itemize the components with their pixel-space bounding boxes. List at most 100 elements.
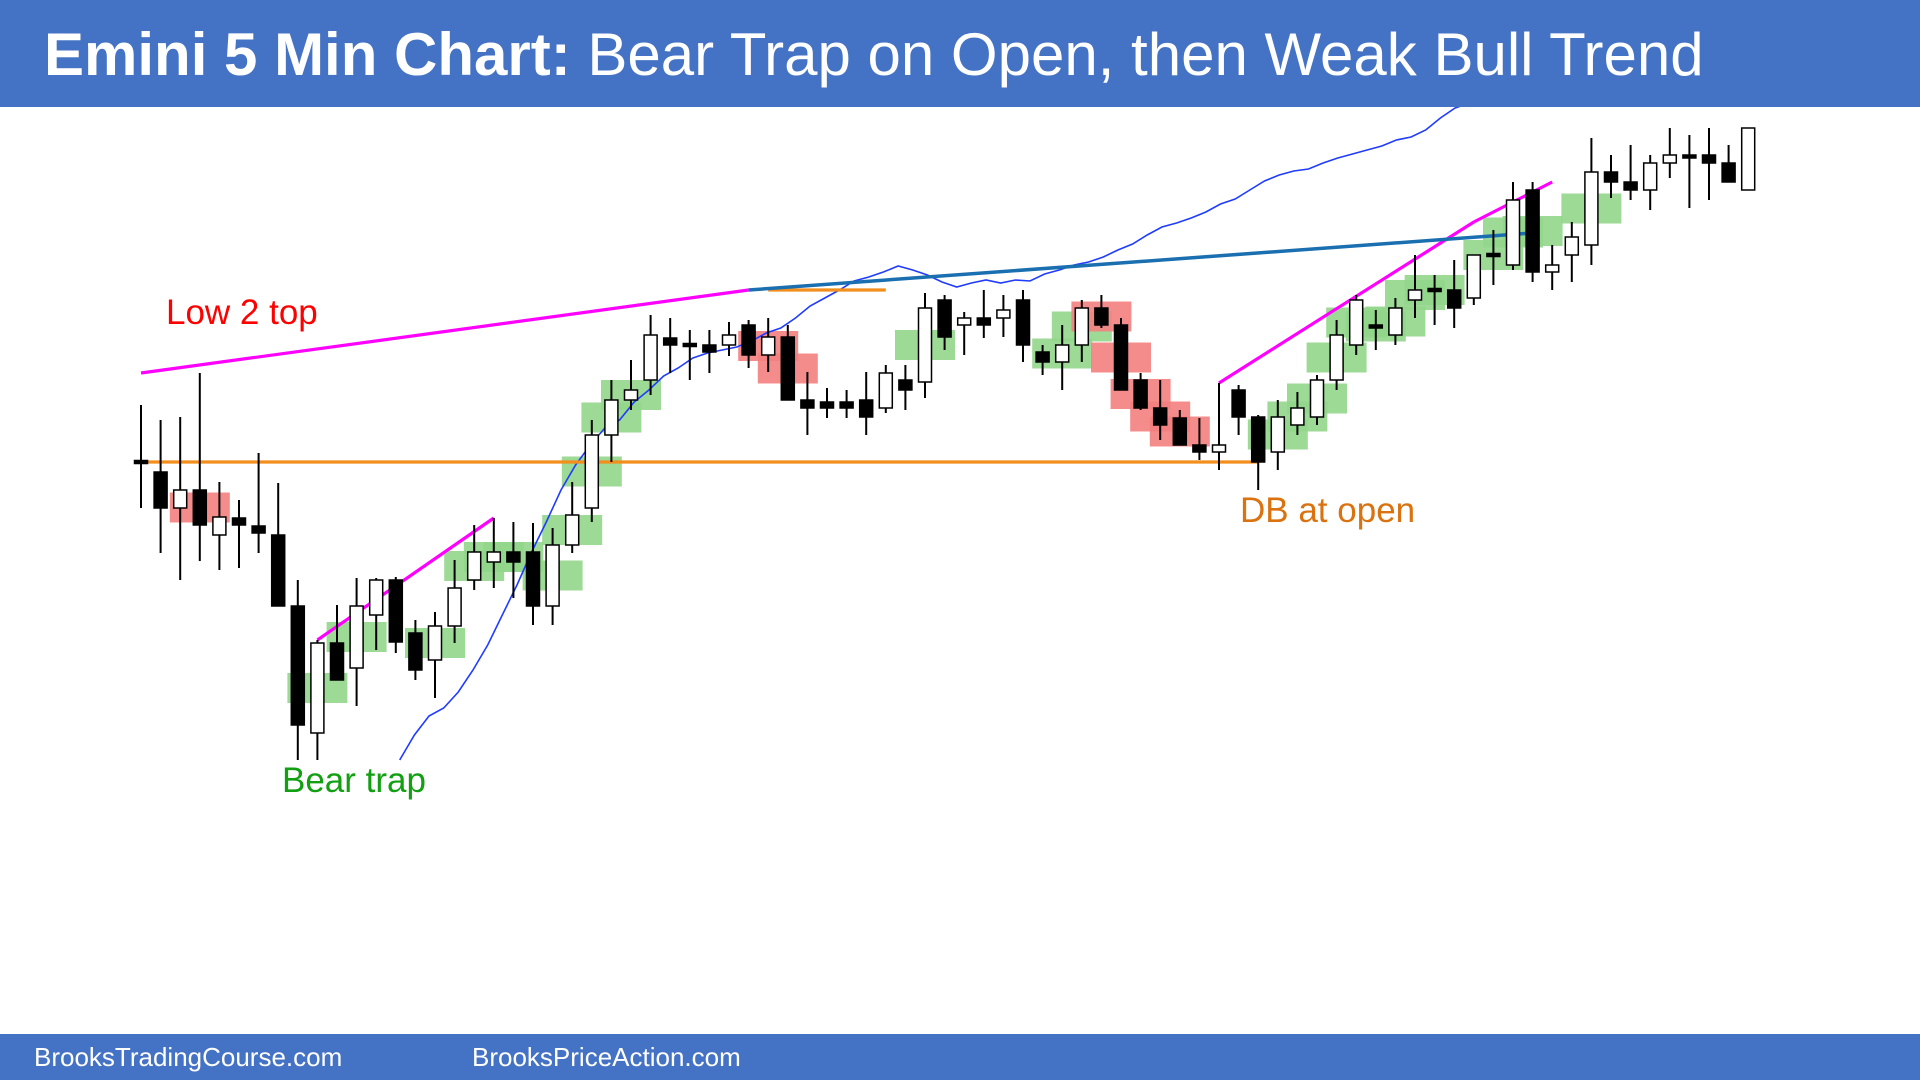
candlestick-chart: Low 2 top Bear trap DB at open: [133, 107, 1756, 800]
candle-body-8: [290, 605, 306, 726]
candle-33: [780, 325, 796, 401]
candle-body-36: [839, 401, 854, 409]
trendline-layer: [140, 180, 1553, 642]
candle-body-33: [780, 336, 796, 401]
footer-banner: BrooksTradingCourse.com BrooksPriceActio…: [0, 1034, 1920, 1080]
candle-body-62: [1348, 299, 1364, 346]
candle-22: [564, 482, 580, 553]
candle-67: [1446, 260, 1462, 328]
candle-body-1: [153, 471, 168, 509]
candle-body-23: [584, 434, 600, 509]
candle-20: [525, 523, 541, 625]
candle-26: [643, 315, 658, 395]
candle-32: [760, 318, 776, 372]
candle-23: [584, 420, 600, 522]
candle-body-76: [1623, 181, 1638, 191]
candle-body-78: [1662, 154, 1678, 164]
candle-body-16: [447, 587, 462, 627]
candle-body-27: [662, 337, 678, 346]
candle-39: [898, 365, 913, 410]
candle-body-60: [1309, 379, 1325, 418]
footer-left-link[interactable]: BrooksTradingCourse.com: [34, 1042, 343, 1072]
candle-82: [1740, 127, 1756, 191]
candle-body-25: [623, 389, 639, 401]
chart-title-bold: Emini 5 Min Chart:: [44, 21, 571, 88]
candle-body-77: [1642, 162, 1658, 191]
candle-66: [1427, 275, 1442, 325]
candle-body-68: [1466, 254, 1482, 299]
candle-body-5: [231, 517, 247, 526]
candle-21: [545, 528, 560, 625]
candle-body-55: [1211, 444, 1227, 453]
candle-70: [1505, 182, 1521, 270]
candle-body-59: [1290, 407, 1305, 426]
candle-55: [1211, 383, 1227, 470]
candle-body-3: [192, 489, 208, 526]
candle-body-21: [545, 544, 560, 607]
candle-body-11: [349, 605, 364, 669]
candle-body-54: [1192, 444, 1207, 453]
candle-30: [721, 322, 737, 356]
candle-56: [1231, 385, 1246, 435]
candle-76: [1623, 145, 1638, 200]
annotation-layer: Low 2 top Bear trap DB at open: [166, 293, 1415, 800]
candle-body-58: [1270, 416, 1286, 453]
candle-body-14: [408, 632, 423, 671]
candle-65: [1407, 255, 1423, 318]
candle-body-9: [310, 642, 325, 734]
candle-29: [702, 330, 717, 373]
candle-41: [937, 295, 952, 350]
candle-45: [1015, 290, 1031, 362]
candle-37: [858, 372, 874, 435]
candle-71: [1525, 182, 1540, 282]
candle-42: [956, 312, 972, 355]
candle-14: [408, 620, 423, 680]
candle-1: [153, 420, 168, 553]
candle-body-47: [1054, 344, 1070, 363]
candle-body-29: [702, 344, 717, 353]
candle-36: [839, 390, 854, 418]
chart-title: Emini 5 Min Chart: Bear Trap on Open, th…: [44, 20, 1704, 90]
footer-right-link[interactable]: BrooksPriceAction.com: [472, 1042, 741, 1072]
candle-19: [506, 522, 521, 598]
candle-12: [368, 578, 384, 650]
candle-72: [1544, 245, 1560, 290]
candle-35: [819, 388, 835, 418]
candle-body-69: [1486, 252, 1501, 258]
candle-78: [1662, 128, 1678, 178]
candle-58: [1270, 400, 1286, 470]
candle-body-79: [1682, 154, 1697, 159]
candle-body-2: [172, 489, 188, 509]
candle-body-46: [1035, 351, 1050, 363]
candle-body-15: [427, 625, 443, 661]
annotation-1: Bear trap: [282, 761, 426, 800]
candle-2: [172, 417, 188, 580]
candle-53: [1172, 410, 1188, 446]
candle-body-71: [1525, 189, 1540, 273]
candle-75: [1603, 155, 1619, 198]
candle-body-72: [1544, 264, 1560, 273]
candle-3: [192, 373, 208, 561]
candle-6: [251, 453, 266, 553]
candle-body-65: [1407, 289, 1423, 301]
candle-body-26: [643, 334, 658, 381]
candle-43: [976, 290, 992, 338]
candle-body-45: [1015, 299, 1031, 346]
candle-61: [1329, 320, 1344, 390]
candle-body-17: [466, 551, 482, 581]
candle-body-43: [976, 317, 992, 326]
candle-body-42: [956, 317, 972, 326]
candle-57: [1250, 415, 1266, 490]
candle-body-0: [133, 459, 149, 465]
candle-31: [741, 320, 756, 368]
candle-body-30: [721, 334, 737, 346]
candle-body-81: [1721, 162, 1736, 183]
candle-body-4: [212, 516, 227, 536]
candle-body-66: [1427, 287, 1442, 293]
candle-16: [447, 560, 462, 643]
candle-body-82: [1740, 127, 1756, 191]
candle-body-38: [878, 372, 894, 409]
candle-body-32: [760, 336, 776, 356]
candle-13: [388, 577, 404, 653]
candle-body-6: [251, 525, 266, 534]
